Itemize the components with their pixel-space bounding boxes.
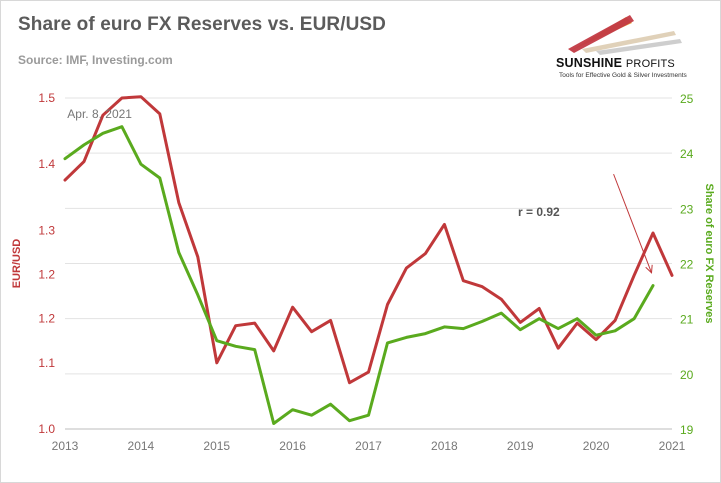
annotation-arrow-line xyxy=(613,173,652,273)
x-tick-label: 2014 xyxy=(128,439,155,453)
x-tick-label: 2018 xyxy=(431,439,458,453)
left-axis-label: EUR/USD xyxy=(11,239,23,289)
right-tick-label: 21 xyxy=(680,313,694,327)
x-tick-label: 2013 xyxy=(52,439,79,453)
correlation-annotation: r = 0.92 xyxy=(518,205,560,219)
chart-source: Source: IMF, Investing.com xyxy=(18,53,173,67)
logo-tagline: Tools for Effective Gold & Silver Invest… xyxy=(559,72,687,79)
logo-name-bold: SUNSHINE xyxy=(556,56,623,70)
x-tick-label: 2021 xyxy=(659,439,686,453)
date-annotation: Apr. 8, 2021 xyxy=(67,107,132,121)
right-tick-label: 25 xyxy=(680,92,694,106)
right-tick-label: 22 xyxy=(680,258,694,272)
right-tick-label: 24 xyxy=(680,147,694,161)
logo-name: SUNSHINE PROFITS xyxy=(556,56,706,70)
x-tick-label: 2015 xyxy=(203,439,230,453)
right-tick-label: 20 xyxy=(680,368,694,382)
left-tick-label: 1.2 xyxy=(38,268,55,282)
left-tick-label: 1.0 xyxy=(38,422,55,436)
annotation-arrow-head-icon xyxy=(645,264,653,274)
right-tick-label: 23 xyxy=(680,202,694,216)
x-tick-label: 2020 xyxy=(583,439,610,453)
left-tick-label: 1.4 xyxy=(38,157,55,171)
sunshine-profits-logo: SUNSHINE PROFITS Tools for Effective Gol… xyxy=(556,15,706,79)
chart-title: Share of euro FX Reserves vs. EUR/USD xyxy=(18,14,387,35)
x-tick-label: 2017 xyxy=(355,439,382,453)
right-axis-label: Share of euro FX Reserves xyxy=(703,183,715,323)
reserves-series-line xyxy=(63,125,655,425)
right-tick-label: 19 xyxy=(680,423,694,437)
left-tick-label: 1.5 xyxy=(38,91,55,105)
x-tick-label: 2016 xyxy=(279,439,306,453)
logo-swoosh-icon xyxy=(568,15,682,55)
eurusd-series-line xyxy=(63,95,674,385)
logo-name-light: PROFITS xyxy=(625,58,675,70)
left-tick-label: 1.2 xyxy=(38,312,55,326)
left-tick-label: 1.1 xyxy=(38,356,55,370)
x-tick-label: 2019 xyxy=(507,439,534,453)
left-tick-label: 1.3 xyxy=(38,223,55,237)
